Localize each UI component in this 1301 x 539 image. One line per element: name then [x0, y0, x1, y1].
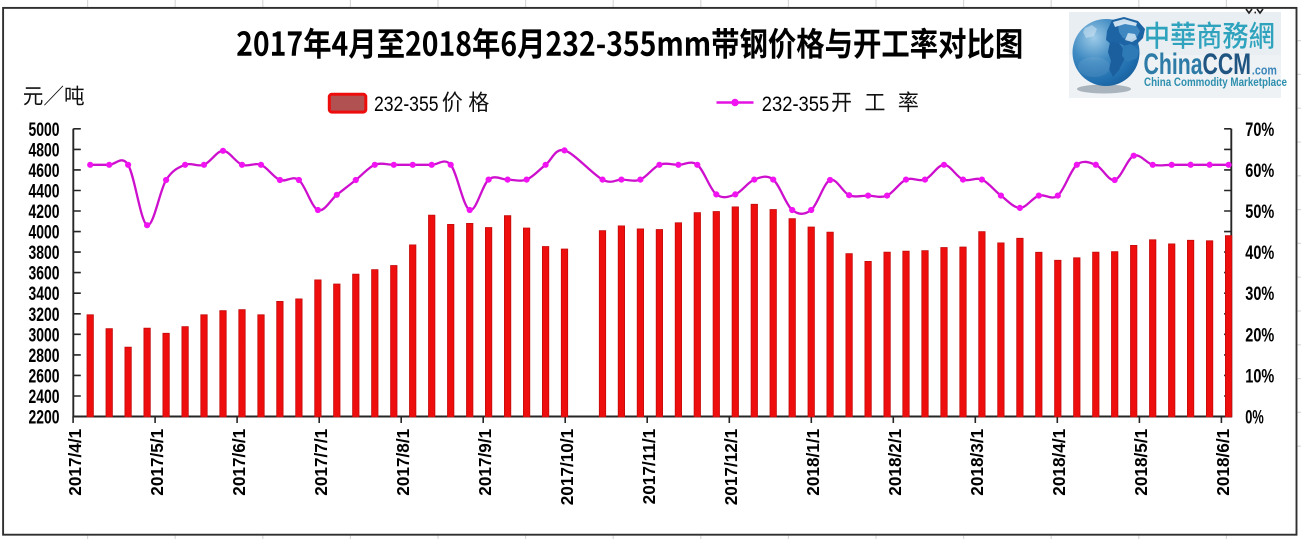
- svg-text:2017/6/1: 2017/6/1: [229, 428, 249, 495]
- svg-text:2800: 2800: [29, 345, 60, 367]
- svg-text:4200: 4200: [29, 201, 60, 223]
- svg-text:4600: 4600: [29, 160, 60, 182]
- svg-text:China Commodity Marketplace: China Commodity Marketplace: [1144, 76, 1287, 89]
- svg-text:2017/7/1: 2017/7/1: [311, 428, 331, 495]
- svg-text:2017/4/1: 2017/4/1: [65, 428, 85, 495]
- svg-text:2017/9/1: 2017/9/1: [475, 428, 495, 495]
- svg-text:2018/1/1: 2018/1/1: [803, 428, 823, 495]
- svg-text:2017/5/1: 2017/5/1: [147, 428, 167, 495]
- svg-text:2017/10/1: 2017/10/1: [557, 428, 577, 505]
- svg-text:50%: 50%: [1245, 201, 1274, 223]
- svg-text:2018/6/1: 2018/6/1: [1213, 428, 1233, 495]
- svg-text:20%: 20%: [1245, 324, 1274, 346]
- svg-text:232-355: 232-355: [762, 91, 829, 116]
- svg-text:4400: 4400: [29, 181, 60, 203]
- svg-text:4000: 4000: [29, 222, 60, 244]
- svg-text:0%: 0%: [1245, 407, 1264, 429]
- svg-text:ChinaCCM: ChinaCCM: [1144, 47, 1252, 80]
- svg-text:2018/2/1: 2018/2/1: [885, 428, 905, 495]
- svg-text:2017/12/1: 2017/12/1: [721, 428, 741, 505]
- svg-text:5000: 5000: [29, 119, 60, 141]
- svg-text:2018/3/1: 2018/3/1: [967, 428, 987, 495]
- svg-text:4800: 4800: [29, 139, 60, 161]
- svg-text:30%: 30%: [1245, 283, 1274, 305]
- svg-text:2200: 2200: [29, 407, 60, 429]
- svg-text:3600: 3600: [29, 263, 60, 285]
- svg-text:2017/8/1: 2017/8/1: [393, 428, 413, 495]
- svg-text:2018/5/1: 2018/5/1: [1131, 428, 1151, 495]
- svg-text:2017/11/1: 2017/11/1: [639, 428, 659, 504]
- svg-text:3400: 3400: [29, 283, 60, 305]
- svg-text:232-355: 232-355: [374, 91, 439, 116]
- svg-text:10%: 10%: [1245, 365, 1274, 387]
- svg-text:2600: 2600: [29, 365, 60, 387]
- svg-text:3200: 3200: [29, 304, 60, 326]
- svg-text:2400: 2400: [29, 386, 60, 408]
- svg-text:3000: 3000: [29, 324, 60, 346]
- svg-text:60%: 60%: [1245, 160, 1274, 182]
- svg-text:3800: 3800: [29, 242, 60, 264]
- svg-text:2018/4/1: 2018/4/1: [1049, 428, 1069, 495]
- svg-text:40%: 40%: [1245, 242, 1274, 264]
- svg-text:.com: .com: [1252, 63, 1277, 77]
- svg-text:70%: 70%: [1245, 119, 1274, 141]
